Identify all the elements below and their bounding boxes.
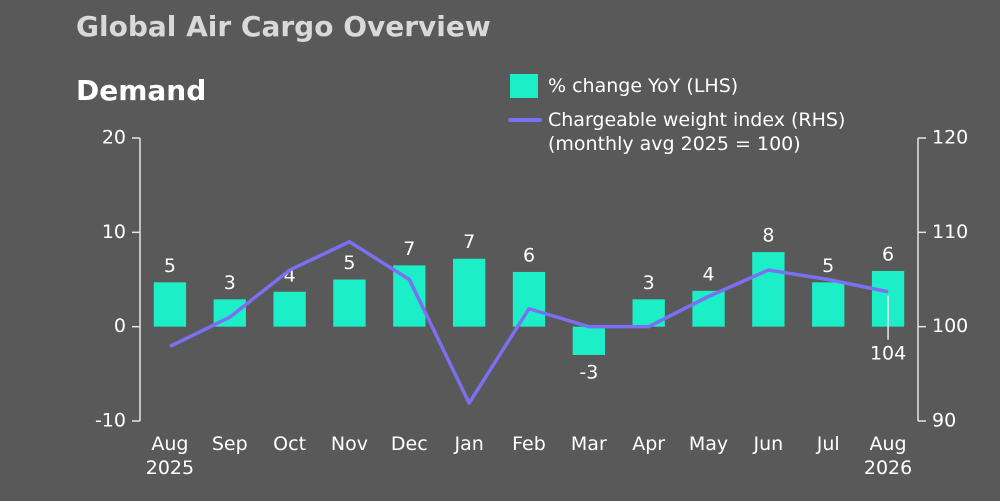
y-tick-label: 10 (102, 221, 126, 243)
bar-value-label: 5 (343, 252, 355, 274)
legend-label: % change YoY (LHS) (548, 75, 739, 97)
x-tick-label: Feb (512, 433, 546, 455)
bar (393, 265, 426, 327)
line-value-label: 104 (870, 342, 906, 364)
bar (153, 282, 187, 327)
bar (333, 279, 366, 327)
bar (452, 258, 486, 327)
x-tick-label: Nov (330, 433, 368, 455)
bar (273, 291, 306, 327)
y-tick-label: -10 (95, 410, 126, 432)
bar-value-label: 5 (822, 255, 834, 277)
x-tick-label: Jun (753, 433, 784, 455)
x-tick-label: Sep (211, 433, 248, 455)
bar-value-label: 8 (762, 225, 774, 247)
bar-value-label: 7 (403, 238, 415, 260)
x-tick-label: Dec (390, 433, 428, 455)
bar-value-label: 3 (224, 272, 236, 294)
x-tick-label: Aug 2026 (863, 433, 913, 479)
bar-value-label: 5 (164, 255, 176, 277)
x-tick-label: May (688, 433, 729, 455)
y2-tick-label: 100 (932, 315, 968, 337)
y-tick-label: 20 (102, 127, 126, 149)
x-tick-label: Apr (632, 433, 666, 455)
chart-title: Demand (76, 74, 207, 107)
bar (812, 282, 845, 327)
bar (572, 326, 606, 355)
page-title: Global Air Cargo Overview (76, 10, 491, 43)
bar-value-label: 6 (523, 244, 535, 266)
x-tick-label: Oct (273, 433, 307, 455)
x-tick-label: Jan (454, 433, 484, 455)
x-tick-label: Aug 2025 (145, 433, 195, 479)
x-tick-label: Mar (570, 433, 607, 455)
line (169, 240, 889, 405)
bar-value-label: 3 (643, 272, 655, 294)
y2-tick-label: 120 (932, 127, 968, 149)
bar-value-label: 4 (702, 263, 714, 285)
y2-tick-label: 90 (932, 410, 956, 432)
legend-swatch (510, 74, 538, 98)
bar (752, 252, 785, 327)
bar-value-label: 6 (882, 244, 894, 266)
x-tick-label: Jul (816, 433, 840, 455)
bar (512, 271, 546, 327)
bar-value-label: -3 (579, 361, 598, 383)
y2-tick-label: 110 (932, 221, 968, 243)
bar-value-label: 7 (463, 231, 475, 253)
y-tick-label: 0 (114, 315, 126, 337)
legend-label: Chargeable weight index (RHS) (monthly a… (548, 109, 846, 155)
